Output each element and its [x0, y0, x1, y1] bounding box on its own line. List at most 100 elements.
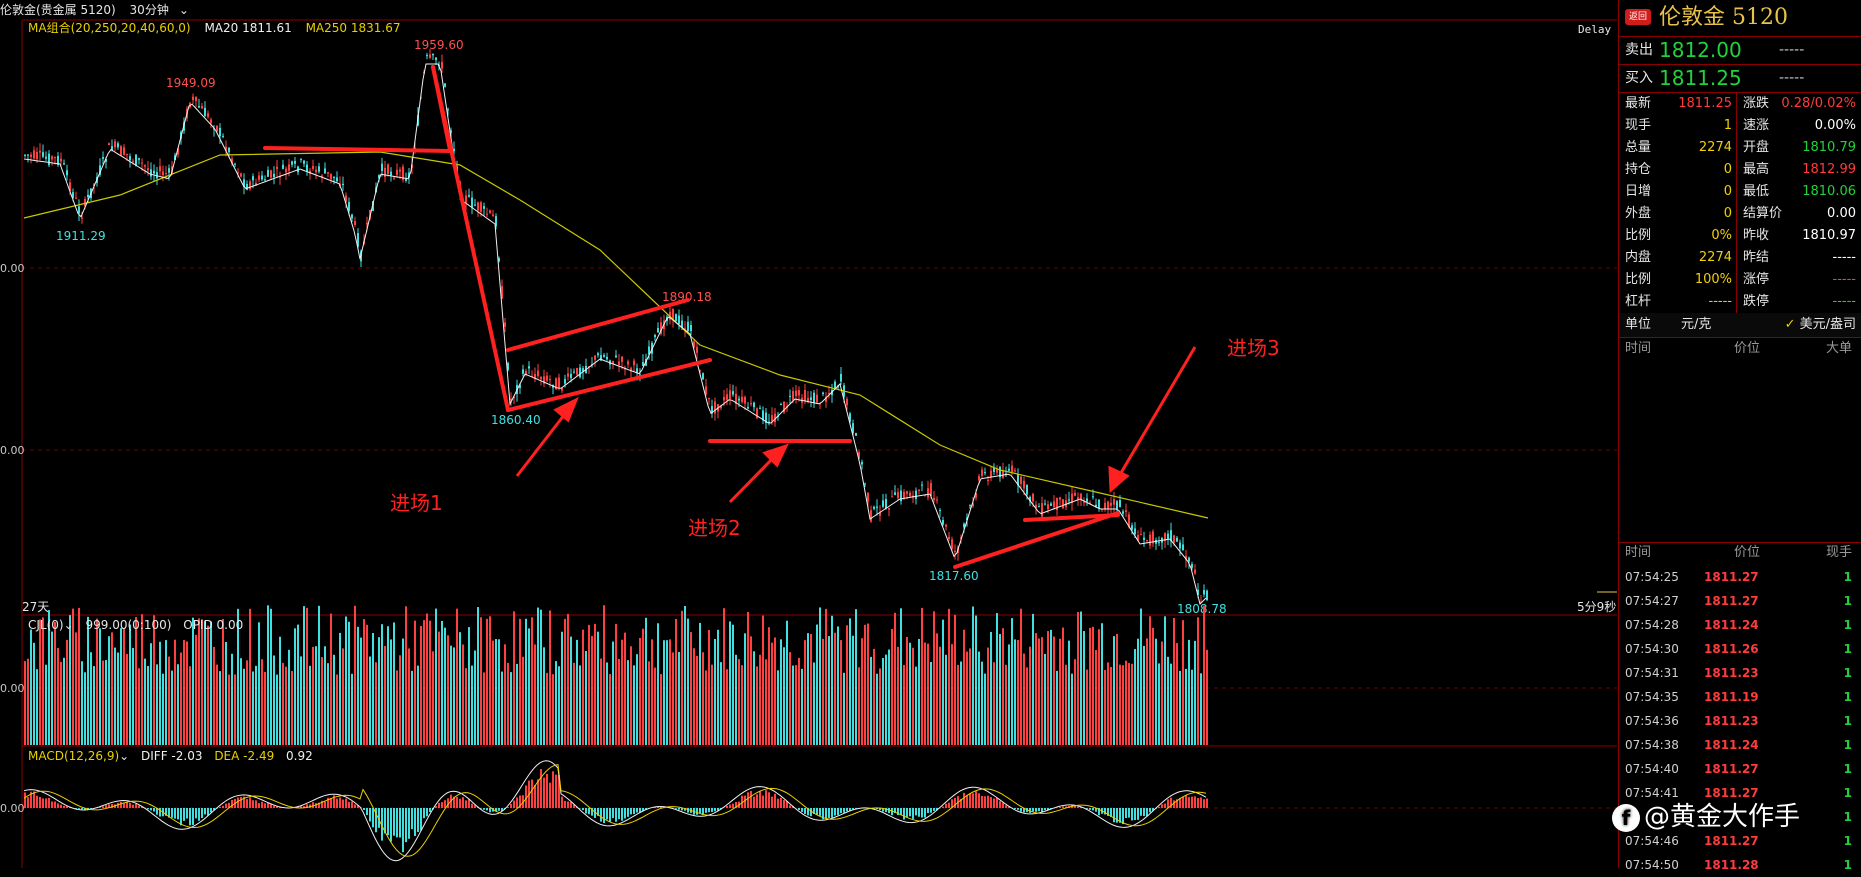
candle-body — [897, 492, 899, 498]
ma-group-label[interactable]: MA组合(20,250,20,40,60,0) — [28, 21, 191, 35]
sell-row[interactable]: 卖出 1812.00 ----- — [1619, 36, 1861, 64]
macd-bar — [819, 808, 821, 816]
volume-bar — [507, 663, 509, 745]
volume-title[interactable]: CJL(0) — [28, 618, 64, 632]
trendline-range-top[interactable] — [265, 148, 450, 151]
period-selector[interactable]: 30分钟⌄ — [130, 3, 199, 17]
candle-body — [1122, 511, 1124, 513]
volume-bar — [342, 648, 344, 745]
candle-body — [24, 155, 26, 156]
candle-body — [471, 198, 473, 208]
back-button[interactable]: 返回 — [1625, 9, 1651, 25]
volume-bar — [834, 633, 836, 745]
volume-bar — [747, 612, 749, 745]
macd-bar — [210, 808, 212, 812]
stat-value: 1 — [1724, 115, 1732, 137]
volume-bar — [450, 646, 452, 745]
macd-bar — [774, 794, 776, 808]
tick-time: 07:54:27 — [1625, 589, 1679, 613]
volume-bar — [831, 616, 833, 745]
candle-body — [891, 496, 893, 497]
macd-bar — [267, 803, 269, 808]
candle-body — [753, 403, 755, 407]
volume-bar — [1167, 657, 1169, 745]
candle-body — [987, 480, 989, 481]
volume-bar — [606, 662, 608, 745]
chevron-down-icon[interactable]: ⌄ — [119, 749, 129, 763]
volume-bar — [435, 609, 437, 745]
candle-body — [567, 373, 569, 376]
volume-bar — [303, 606, 305, 745]
volume-bar — [777, 670, 779, 745]
macd-bar — [423, 808, 425, 818]
volume-bar — [585, 651, 587, 745]
candle-body — [324, 168, 326, 173]
candle-body — [528, 366, 530, 368]
candle-body — [39, 151, 41, 153]
volume-bar — [180, 653, 182, 745]
macd-title[interactable]: MACD(12,26,9) — [28, 749, 119, 763]
tick-price: 1811.27 — [1704, 589, 1759, 613]
volume-bar — [729, 621, 731, 745]
candle-body — [864, 483, 866, 484]
buy-row[interactable]: 买入 1811.25 ----- — [1619, 64, 1861, 92]
candle-body — [1143, 538, 1145, 540]
unit-yuan-option[interactable]: 元/克 — [1681, 313, 1711, 337]
macd-bar — [1185, 795, 1187, 808]
chevron-down-icon[interactable]: ⌄ — [64, 618, 74, 632]
macd-bar — [363, 808, 365, 810]
volume-bar — [873, 649, 875, 745]
macd-bar — [396, 808, 398, 837]
candle-body — [63, 163, 65, 164]
volume-bar — [396, 670, 398, 745]
volume-bar — [1149, 616, 1151, 745]
macd-bar — [153, 808, 155, 811]
macd-bar — [729, 805, 731, 808]
macd-bar — [246, 799, 248, 808]
macd-bar — [354, 805, 356, 808]
candle-body — [123, 147, 125, 155]
volume-value: 999.00(0:100) — [86, 618, 172, 632]
chart-canvas[interactable]: 0.00 0.00 0.00 0.00 Delay 27天 5分9秒 1959.… — [0, 0, 1618, 868]
volume-bar — [402, 639, 404, 745]
volume-bar — [204, 621, 206, 745]
macd-bar — [777, 799, 779, 808]
candle-body — [162, 171, 164, 175]
volume-bar — [477, 607, 479, 745]
trendline-drop-2[interactable] — [433, 67, 508, 410]
macd-bar — [417, 808, 419, 832]
volume-bar — [486, 619, 488, 745]
volume-bar — [732, 625, 734, 745]
volume-bar — [696, 656, 698, 745]
header-time: 时间 — [1625, 543, 1651, 563]
candle-body — [1146, 540, 1148, 541]
macd-bar — [543, 778, 545, 808]
macd-bar — [675, 808, 677, 809]
volume-bar — [381, 624, 383, 745]
tick-price: 1811.27 — [1704, 757, 1759, 781]
candle-body — [1026, 485, 1028, 494]
unit-usd-option[interactable]: ✓ 美元/盎司 — [1785, 313, 1856, 337]
volume-bar — [576, 640, 578, 745]
candle-body — [1206, 591, 1208, 600]
stat-label: 结算价 — [1743, 203, 1782, 225]
volume-bar — [165, 640, 167, 745]
macd-bar — [705, 808, 707, 813]
macd-bar — [636, 808, 638, 813]
volume-bar — [489, 616, 491, 745]
candle-body — [654, 335, 656, 337]
macd-bar — [1200, 797, 1202, 808]
